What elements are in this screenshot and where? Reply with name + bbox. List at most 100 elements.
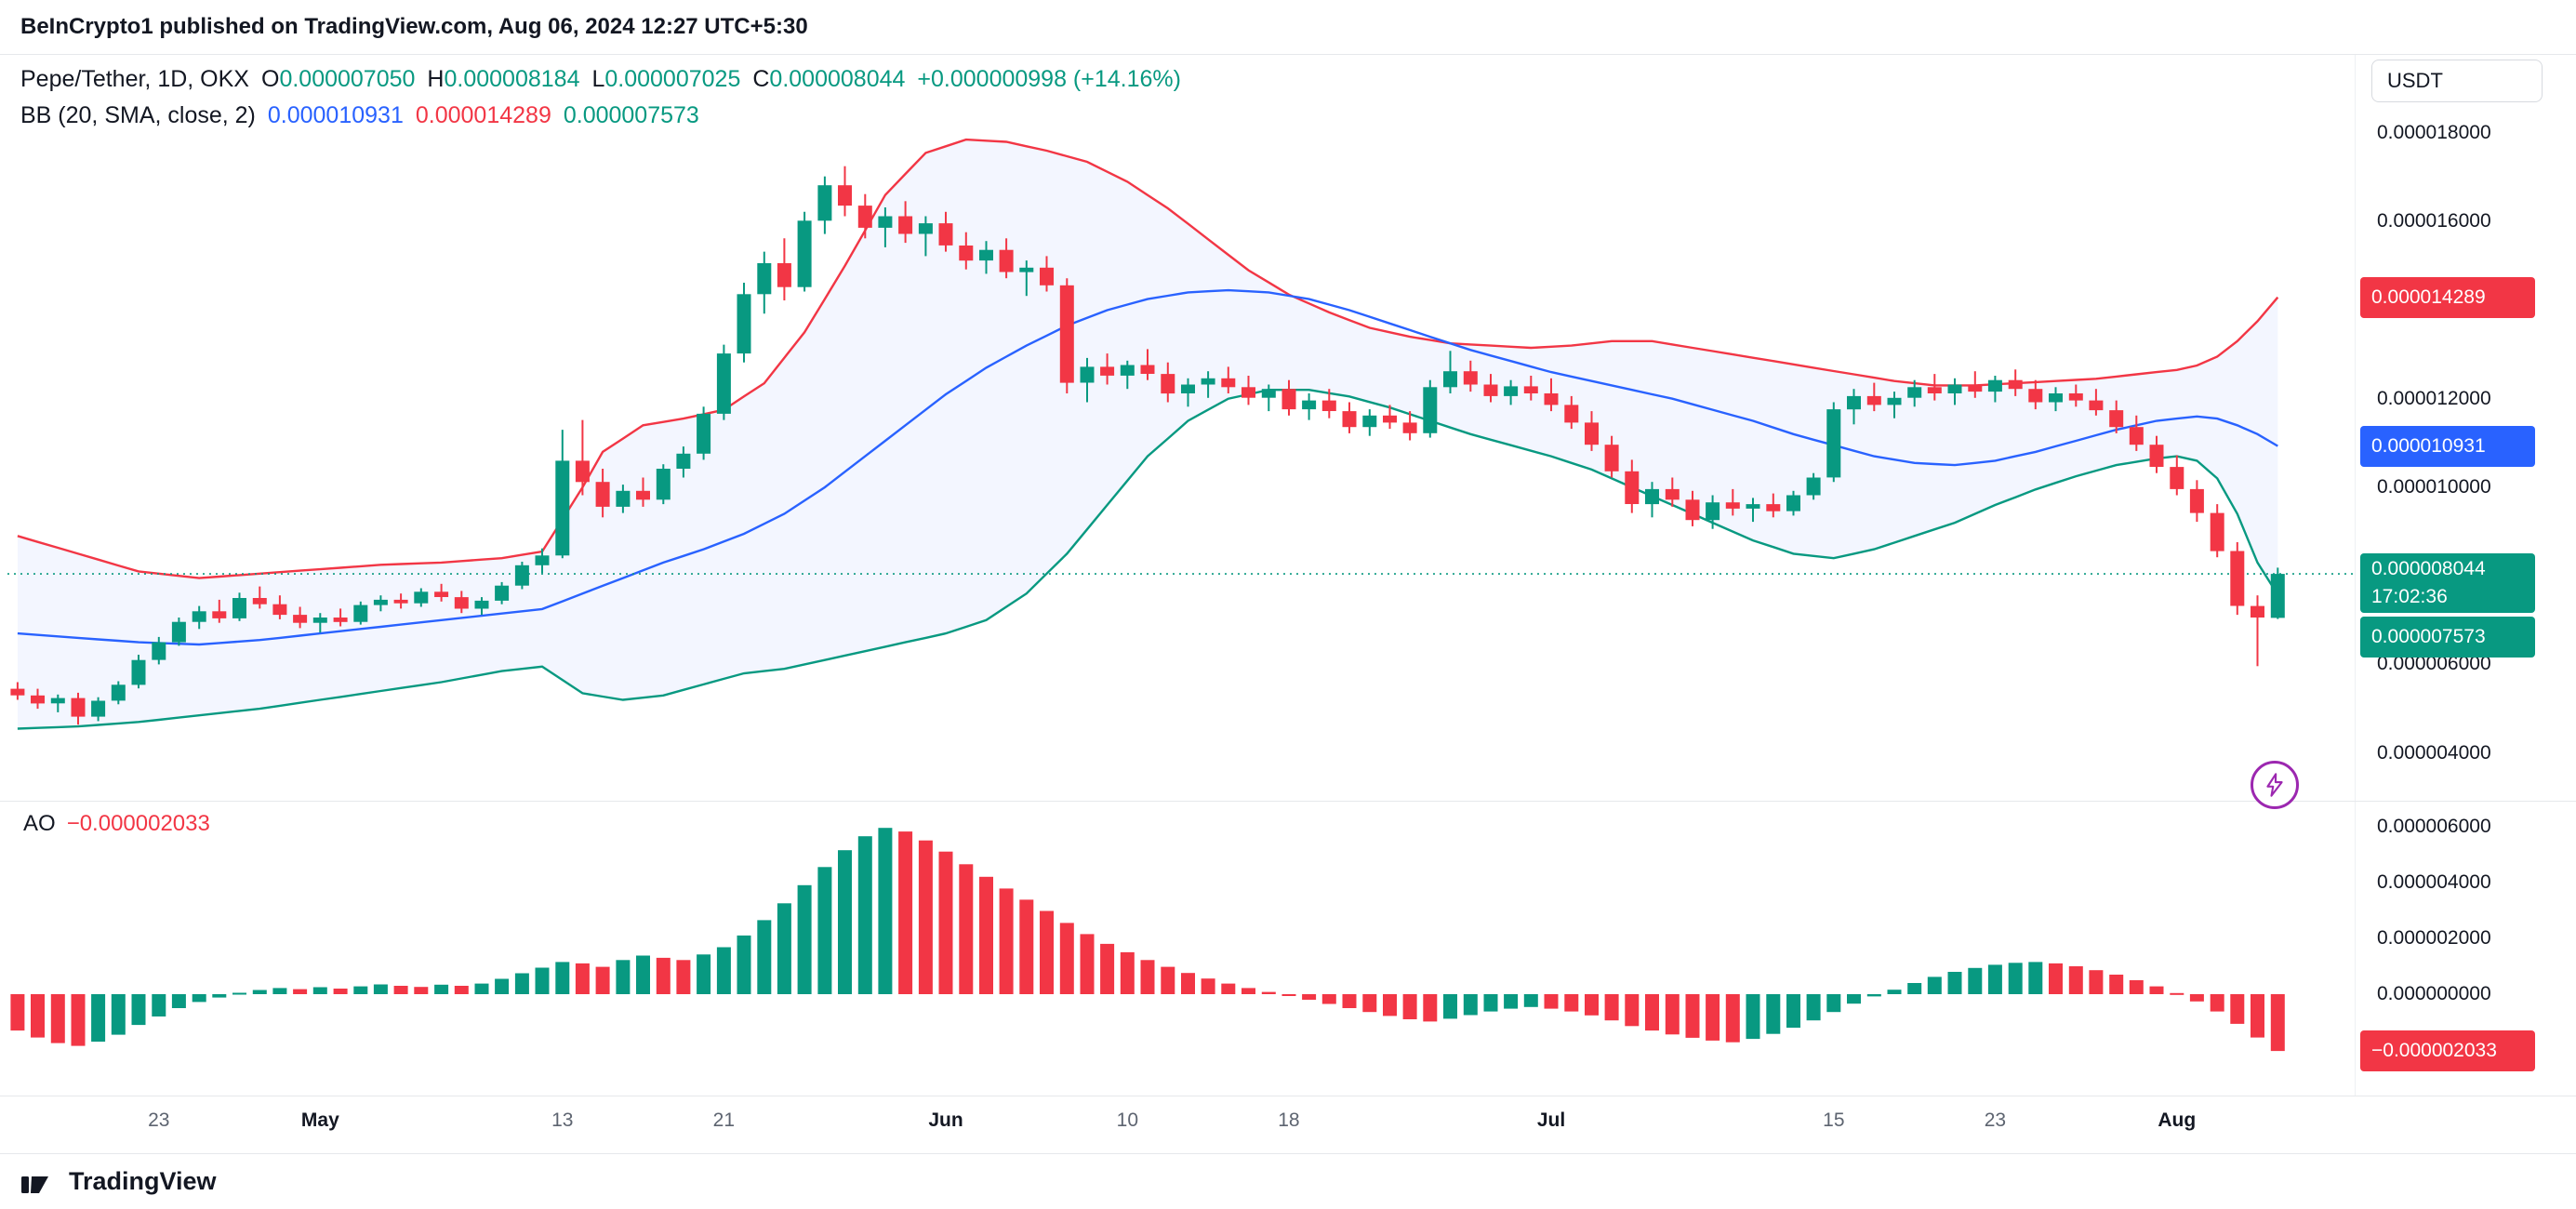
ao-bar xyxy=(1080,934,1095,994)
candle-body xyxy=(1120,365,1135,376)
ao-bar xyxy=(1443,994,1457,1019)
candle-body xyxy=(1443,371,1457,388)
close-value: C 0.000008044 xyxy=(752,66,906,92)
ao-legend-row[interactable]: AO −0.000002033 xyxy=(23,811,210,837)
candle-body xyxy=(838,185,852,206)
ao-bar xyxy=(838,850,852,994)
ao-bar xyxy=(2008,963,2023,994)
candle-body xyxy=(111,684,126,701)
candle-body xyxy=(131,659,146,685)
candle-body xyxy=(1907,387,1922,398)
ao-bar xyxy=(2068,966,2083,994)
ao-bar xyxy=(2170,992,2184,995)
candle-body xyxy=(1826,409,1841,478)
candle-body xyxy=(1261,389,1276,398)
ao-bar xyxy=(777,903,791,994)
bb-legend-row[interactable]: BB (20, SMA, close, 2) 0.000010931 0.000… xyxy=(20,98,1181,134)
ao-bar xyxy=(1261,991,1276,994)
tradingview-wordmark[interactable]: TradingView xyxy=(69,1167,217,1195)
ao-value: −0.000002033 xyxy=(66,811,210,836)
ao-bar xyxy=(10,994,25,1031)
candle-body xyxy=(1887,397,1902,405)
ao-bar xyxy=(272,988,287,994)
candle-body xyxy=(959,246,974,261)
ao-tick: 0.000006000 xyxy=(2377,815,2491,837)
candle-body xyxy=(1685,499,1700,521)
candle-body xyxy=(2210,512,2224,551)
ao-bar xyxy=(2270,994,2285,1052)
badge-label: 0.000010931 xyxy=(2371,434,2486,457)
ao-bar xyxy=(1706,994,1720,1041)
time-label-day: 18 xyxy=(1278,1109,1300,1131)
tradingview-logo-icon[interactable] xyxy=(20,1170,58,1194)
candle-body xyxy=(1766,504,1781,512)
candle-body xyxy=(797,220,812,287)
ao-bar xyxy=(192,994,206,1003)
time-label-month: Jun xyxy=(928,1109,963,1131)
symbol-legend-row[interactable]: Pepe/Tether, 1D, OKX O 0.000007050 H 0.000… xyxy=(20,61,1181,98)
badge-label: 0.000007573 xyxy=(2371,626,2486,648)
ao-bar xyxy=(152,994,166,1016)
ao-bar xyxy=(676,960,691,994)
time-label-month: Jul xyxy=(1536,1109,1566,1131)
ao-bar xyxy=(737,935,751,994)
ao-bar xyxy=(312,987,327,994)
candle-body xyxy=(979,249,993,261)
candle-body xyxy=(152,642,166,660)
candle-body xyxy=(2008,379,2023,390)
candle-body xyxy=(1786,495,1800,512)
ao-bar xyxy=(1544,994,1559,1009)
candle-body xyxy=(212,611,227,618)
bb-lower-line xyxy=(17,389,2279,730)
candle-body xyxy=(878,216,893,228)
flash-button[interactable] xyxy=(2251,761,2299,809)
candle-body xyxy=(737,294,751,354)
bb-upper-line xyxy=(17,138,2279,579)
candle-body xyxy=(999,249,1014,272)
time-label-month: Aug xyxy=(2158,1109,2197,1131)
ao-bar xyxy=(999,888,1014,994)
ao-bar xyxy=(353,986,368,994)
ao-bar xyxy=(414,987,429,994)
ao-bar xyxy=(1847,994,1861,1004)
ao-bar xyxy=(898,831,913,994)
ao-bar xyxy=(1423,994,1438,1022)
ao-bar xyxy=(434,984,449,994)
candle-body xyxy=(1504,386,1519,396)
ao-bar xyxy=(2028,962,2043,994)
ao-bar xyxy=(1564,994,1579,1012)
candle-body xyxy=(697,413,711,454)
candle-body xyxy=(1483,384,1498,396)
candle-body xyxy=(1402,422,1417,433)
ao-bar xyxy=(2109,975,2124,994)
ao-bar xyxy=(878,828,893,994)
candle-body xyxy=(1201,378,1215,385)
candle-body xyxy=(656,469,671,500)
price-tick: 0.000006000 xyxy=(2377,653,2491,675)
ao-bar xyxy=(1483,994,1498,1012)
candle-body xyxy=(31,695,45,704)
currency-toggle-button[interactable]: USDT xyxy=(2371,60,2543,102)
candle-body xyxy=(1302,400,1317,410)
time-axis[interactable]: 23 May 13 21 Jun 10 18 Jul 15 23 Aug xyxy=(0,1096,2576,1154)
candle-body xyxy=(2028,389,2043,403)
candle-body xyxy=(171,621,186,643)
candle-body xyxy=(312,618,327,623)
ao-bar xyxy=(2149,986,2164,994)
change-value: +0.000000998 (+14.16%) xyxy=(917,66,1181,92)
candle-body xyxy=(192,611,206,622)
candle-body xyxy=(636,490,650,500)
candle-body xyxy=(1927,387,1942,393)
candle-body xyxy=(2049,393,2063,403)
candle-body xyxy=(1604,445,1619,472)
ao-bar xyxy=(979,876,993,994)
ao-bar xyxy=(938,851,953,994)
candle-body xyxy=(918,223,933,234)
ao-bar xyxy=(31,994,45,1038)
ao-bar xyxy=(1685,994,1700,1038)
candle-body xyxy=(575,460,590,483)
ao-bar xyxy=(1281,994,1296,996)
ao-bar xyxy=(50,994,65,1043)
